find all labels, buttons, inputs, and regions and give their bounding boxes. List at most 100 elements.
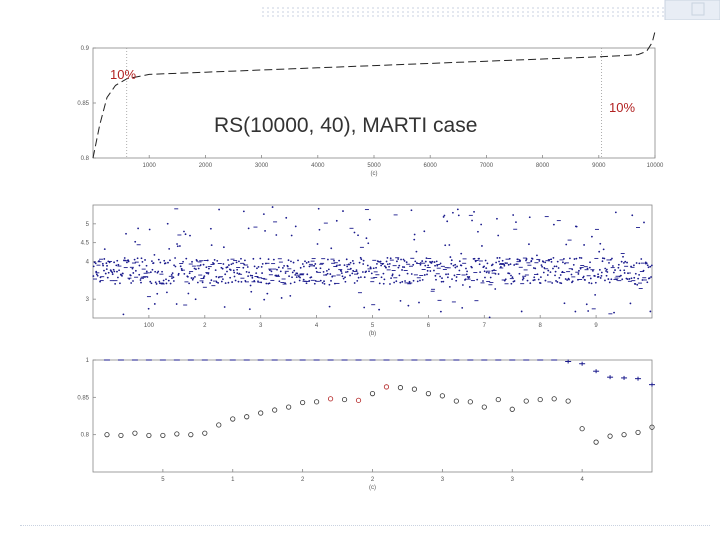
plot2-point (327, 268, 330, 271)
plot2-point (597, 275, 600, 278)
plot2-point (532, 267, 535, 269)
plot2-point (446, 276, 449, 279)
plot3-circle-point (146, 432, 152, 439)
plot2-point (252, 257, 255, 260)
plot2-point (456, 208, 459, 211)
plot2-point (380, 264, 383, 267)
plot2-point (154, 270, 157, 273)
plot2-point (105, 268, 108, 270)
plot2-point (441, 277, 443, 280)
plot2-point (286, 265, 289, 268)
plot3-circle-point (132, 430, 138, 436)
plot2-point (468, 275, 471, 278)
plot2-point (172, 280, 175, 282)
plot2-point (427, 264, 430, 267)
plot2-point (426, 269, 429, 272)
plot2-point (196, 281, 199, 284)
plot2-point (471, 219, 473, 222)
plot2-point (375, 266, 377, 269)
plot2-point (599, 242, 602, 245)
plot2-point (93, 261, 96, 264)
plot2-point (606, 271, 609, 273)
plot2-point (277, 266, 280, 269)
plot2-point (259, 257, 262, 260)
plot2-point (191, 260, 193, 263)
plot2-point (132, 272, 135, 274)
plot2-point (584, 279, 586, 281)
plot2-point (614, 211, 617, 214)
plot2-point (236, 268, 239, 271)
plot2-point (612, 265, 614, 267)
plot2-xlabel: (b) (369, 331, 376, 337)
plot2-point (473, 210, 475, 213)
plot2-point (454, 263, 457, 266)
plot2-point (398, 264, 401, 267)
plot2-point (176, 243, 178, 245)
plot2-point (435, 260, 438, 263)
plot2-point (406, 272, 409, 275)
plot2-point (356, 279, 359, 282)
plot2-point (325, 270, 328, 272)
plot2-point (423, 274, 426, 276)
plot2-point (328, 305, 331, 308)
plot2-point (349, 267, 352, 270)
plot2-point (268, 269, 271, 272)
plot2-point (313, 282, 316, 285)
plot2-point (327, 258, 329, 261)
plot2-point (421, 260, 424, 262)
plot2-point (146, 276, 149, 278)
plot2-point (389, 257, 392, 260)
plot2-point (439, 262, 442, 265)
plot2-point (285, 216, 288, 219)
plot2-point (346, 265, 349, 268)
plot2-point (95, 270, 98, 273)
plot2-point (213, 258, 216, 261)
plot3-circle-point (174, 431, 180, 437)
plot2-point (400, 258, 402, 261)
plot2-point (568, 278, 570, 281)
plot1-ytick-label: 0.85 (77, 101, 89, 107)
plot2-point (503, 279, 506, 282)
plot2-point (105, 262, 108, 265)
plot2-point (144, 259, 146, 261)
plot2-point (529, 282, 532, 285)
plot2-point (552, 257, 555, 259)
plot3-circle-point (286, 404, 292, 410)
plot2-point (236, 272, 239, 275)
plot2-point (554, 274, 556, 277)
plot2-point (440, 280, 443, 283)
plot2-point (557, 267, 560, 269)
plot2-point (244, 279, 247, 282)
plot2-point (572, 263, 575, 266)
plot2-point (296, 272, 299, 275)
plot2-point (646, 281, 649, 284)
plot2-point (106, 276, 109, 279)
plot2-point (461, 284, 464, 286)
plot2-point (121, 272, 124, 275)
plot2-point (497, 234, 500, 237)
plot2-point (533, 276, 536, 279)
plot2-xtick-label: 9 (594, 323, 598, 329)
plot2-xtick-label: 8 (539, 323, 543, 329)
plot2-point (159, 261, 162, 264)
plot2-point (552, 267, 554, 270)
plot2-point (425, 257, 428, 260)
plot2-point (424, 264, 427, 267)
plot2-point (366, 264, 369, 267)
plot2-point (605, 268, 608, 271)
plot2-point (460, 252, 463, 255)
plot2-point (209, 227, 212, 230)
plot3-circle-point (649, 424, 655, 430)
plot2-point (575, 257, 578, 260)
plot2-point (638, 262, 641, 265)
plot2-ytick-label: 4 (86, 260, 90, 266)
plot2-point (194, 298, 197, 301)
plot2-point (344, 280, 347, 283)
plot3-xtick-label: 4 (580, 477, 584, 483)
plot2-point (190, 277, 193, 279)
plot2-point (419, 279, 421, 282)
plot2-point (307, 261, 310, 263)
plot2-point (153, 254, 156, 256)
plot2-point (158, 280, 161, 283)
plot2-point (488, 272, 490, 274)
